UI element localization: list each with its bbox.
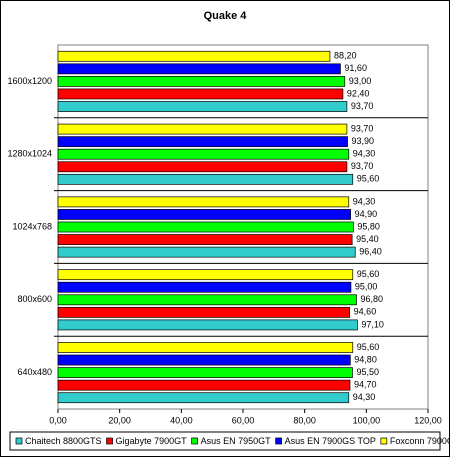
value-label: 94,90 [355,209,378,219]
legend-swatch [106,437,113,445]
x-tick-label: 100,00 [353,415,381,425]
bar [57,234,353,245]
legend-label: Chaitech 8800GTS [25,436,102,446]
bar [57,294,357,306]
bar [57,76,346,87]
bar [57,88,344,100]
value-label: 95,60 [357,342,380,352]
value-label: 91,60 [344,63,367,73]
bar [57,246,356,258]
x-tick-label: 0,00 [49,415,67,425]
value-label: 93,70 [351,123,374,133]
bar [57,136,348,148]
value-label: 95,80 [357,221,380,231]
legend-label: Gigabyte 7900GT [116,436,188,446]
value-label: 93,70 [351,161,374,171]
bar [57,50,331,62]
bar [57,281,352,293]
legend-label: Asus EN 7950GT [201,436,272,446]
value-label: 94,60 [354,307,377,317]
bar [57,306,351,318]
value-label: 95,60 [357,269,380,279]
bar [57,196,350,208]
y-tick-label: 800x600 [17,294,52,304]
bar [57,367,353,378]
y-tick-label: 640x480 [17,367,52,377]
y-tick-label: 1600x1200 [7,76,52,86]
bar [57,63,341,75]
value-label: 94,70 [354,380,377,390]
value-label: 93,90 [352,136,375,146]
value-label: 94,30 [353,392,376,402]
legend-swatch [380,437,388,445]
value-label: 93,00 [349,76,372,86]
bar [57,209,351,220]
bar [57,354,351,366]
bar [57,319,358,331]
bar [57,148,350,160]
value-label: 88,20 [334,51,357,61]
x-tick-label: 120,00 [414,415,442,425]
bar [57,173,354,185]
value-label: 94,30 [353,149,376,159]
value-label: 96,40 [359,246,382,256]
x-tick-label: 60,00 [232,415,255,425]
value-label: 96,80 [360,294,383,304]
value-label: 94,30 [353,196,376,206]
bar [57,269,354,281]
value-label: 95,40 [356,234,379,244]
value-label: 94,80 [354,354,377,364]
bar [57,161,348,173]
legend-label: Foxconn 7900GS [390,436,450,446]
x-tick-label: 40,00 [170,415,193,425]
bar [57,392,350,404]
value-label: 97,10 [361,319,384,329]
x-tick-label: 80,00 [293,415,316,425]
legend-swatch [15,437,23,445]
y-tick-label: 1024x768 [12,221,52,231]
value-label: 95,50 [356,367,379,377]
chart-title: Quake 4 [204,10,248,22]
legend-label: Asus EN 7900GS TOP [285,436,376,446]
x-tick-label: 20,00 [108,415,131,425]
value-label: 93,70 [351,101,374,111]
bar [57,123,348,135]
value-label: 95,60 [357,174,380,184]
bar [57,101,348,112]
bar [57,379,351,391]
bar [57,221,354,233]
legend-swatch [191,437,198,445]
y-tick-label: 1280x1024 [7,149,52,159]
value-label: 92,40 [347,88,370,98]
legend-swatch [275,437,282,445]
value-label: 95,00 [355,282,378,292]
bar [57,342,354,353]
legend-box [9,431,441,451]
